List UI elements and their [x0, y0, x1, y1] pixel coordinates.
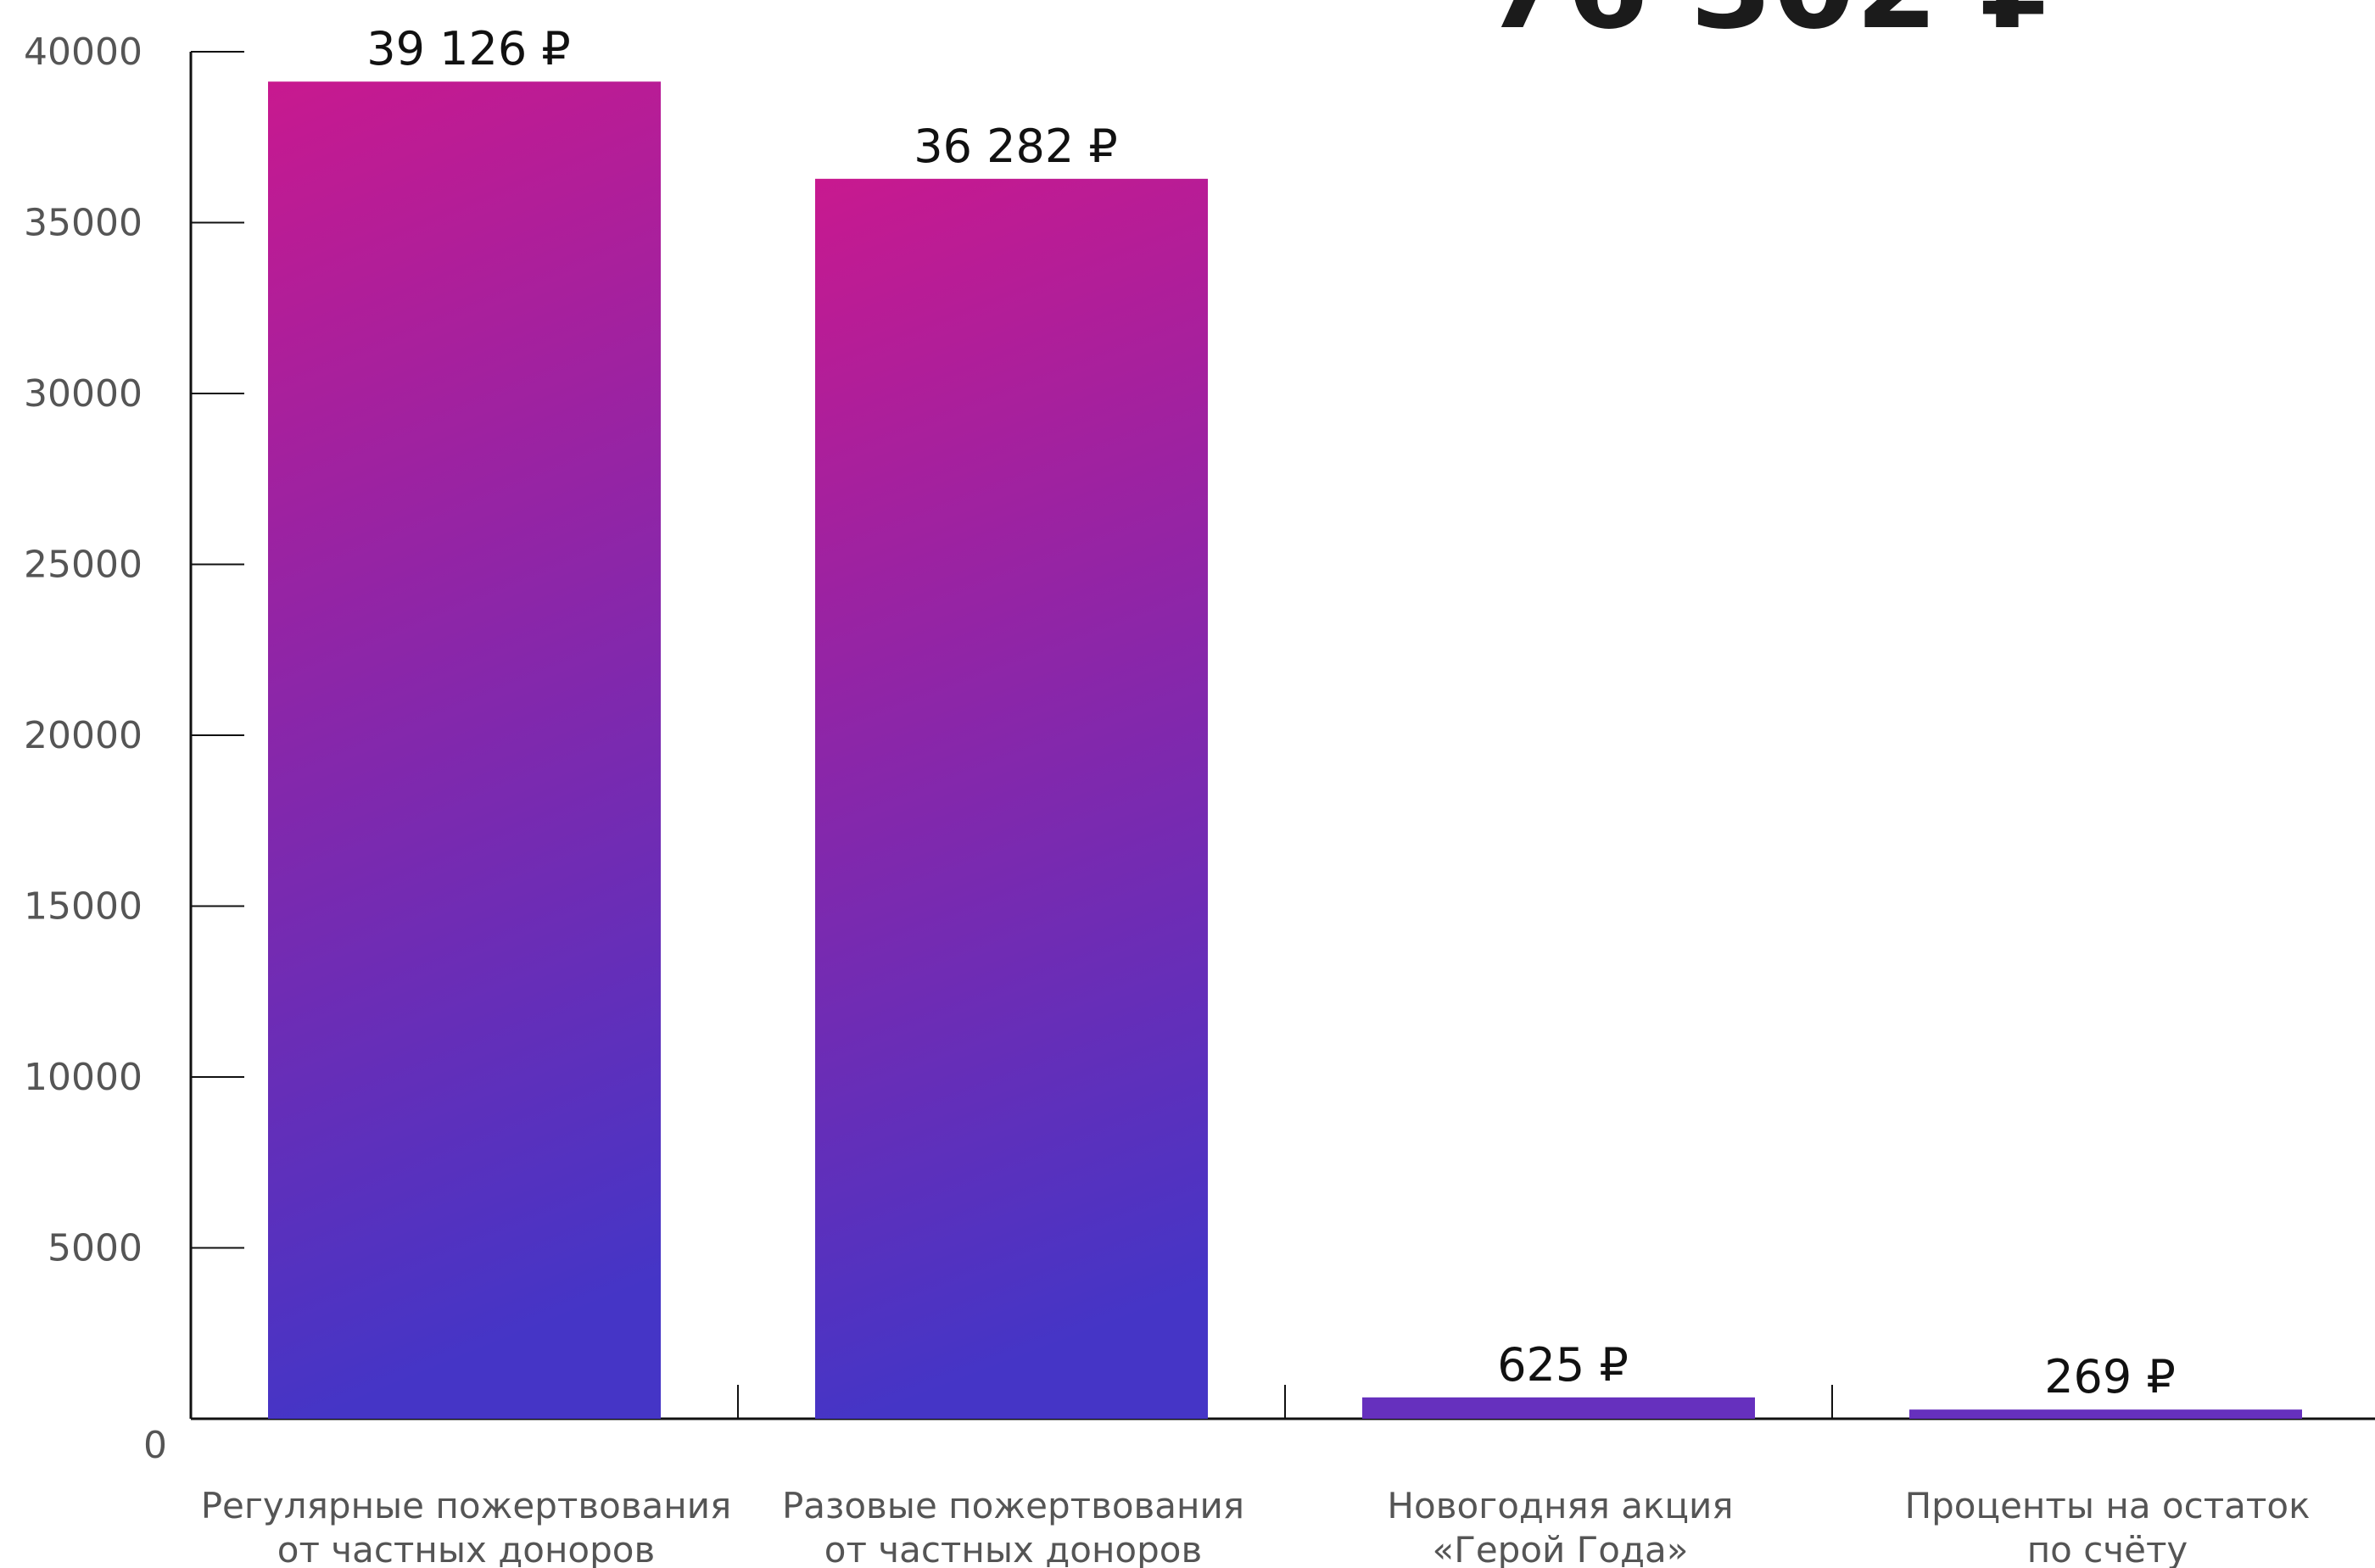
bar-value-label: 36 282 ₽ — [914, 120, 1117, 173]
y-tick-label: 25000 — [24, 544, 142, 587]
y-tick-label: 10000 — [24, 1056, 142, 1099]
x-category-label: Разовые пожертвования от частных доноров — [782, 1485, 1244, 1568]
y-tick-label: 40000 — [24, 31, 142, 74]
total-amount: 76 302 ₽ — [1484, 0, 2062, 56]
y-tick-label: 20000 — [24, 714, 142, 757]
y-tick-label: 5000 — [48, 1227, 142, 1270]
x-category-label: Новогодняя акция «Герой Года» — [1387, 1485, 1733, 1568]
bar — [1362, 1397, 1755, 1419]
y-tick-label: 15000 — [24, 885, 142, 929]
bar — [815, 178, 1208, 1419]
x-category-label: Регулярные пожертвования от частных донор… — [201, 1485, 732, 1568]
bar-value-label: 625 ₽ — [1497, 1338, 1629, 1392]
bar — [1909, 1409, 2302, 1419]
y-tick-label: 0 — [143, 1424, 167, 1467]
bar-value-label: 39 126 ₽ — [366, 22, 570, 75]
x-category-label: Проценты на остаток по счёту — [1905, 1485, 2311, 1568]
bar — [268, 81, 661, 1420]
chart-labels: 0 5000 10000 15000 20000 25000 30000 35000 40000… — [24, 22, 2310, 1568]
y-tick-label: 30000 — [24, 372, 142, 416]
chart-bars — [268, 81, 2302, 1420]
bar-value-label: 269 ₽ — [2044, 1350, 2176, 1403]
y-tick-label: 35000 — [24, 202, 142, 245]
